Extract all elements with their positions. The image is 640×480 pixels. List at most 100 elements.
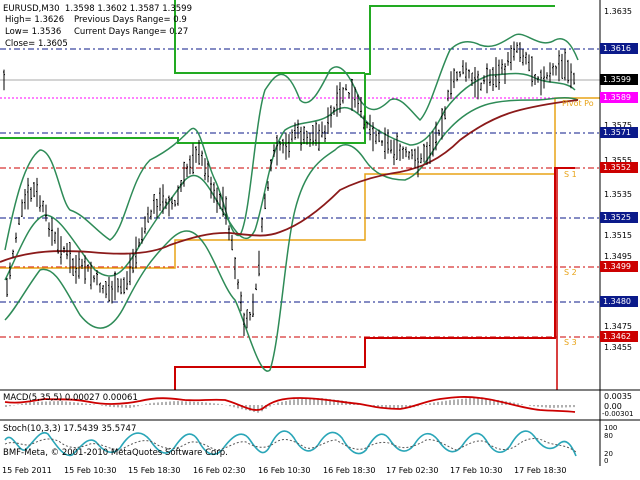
resistance-step-line [0, 5, 555, 144]
macd-histogram-bar [293, 399, 295, 405]
macd-histogram-bar [317, 398, 319, 405]
macd-histogram-bar [53, 401, 55, 405]
macd-histogram-bar [313, 398, 315, 405]
macd-histogram-bar [125, 405, 127, 408]
macd-histogram-bar [465, 398, 467, 405]
macd-histogram-bar [437, 401, 439, 405]
macd-histogram-bar [5, 405, 7, 407]
macd-histogram-bar [441, 401, 443, 405]
macd-histogram-bar [381, 405, 383, 408]
pivot-label: Pivot Po [562, 99, 594, 108]
macd-histogram-bar [221, 404, 223, 405]
macd-histogram-bar [273, 404, 275, 405]
price-tag-current: 1.3599 [600, 74, 638, 85]
macd-histogram-bar [73, 402, 75, 405]
s3-label: S 3 [564, 338, 577, 347]
macd-histogram-bar [397, 405, 399, 409]
macd-histogram-bar [533, 405, 535, 407]
macd-histogram-bar [145, 404, 147, 405]
macd-histogram-bar [497, 400, 499, 405]
macd-histogram-bar [121, 405, 123, 408]
macd-histogram-bar [289, 400, 291, 405]
copyright-label: BMF-Meta, © 2001-2010 MetaQuotes Softwar… [3, 448, 228, 458]
macd-histogram-bar [445, 400, 447, 405]
price-tag: 1.3525 [600, 212, 638, 223]
macd-histogram-bar [429, 403, 431, 405]
s1-label: S 1 [564, 170, 577, 179]
time-label: 15 Feb 2011 [2, 466, 52, 475]
macd-histogram-bar [569, 405, 571, 408]
macd-histogram-bar [377, 405, 379, 408]
price-tag: 1.3589 [600, 92, 638, 103]
macd-histogram-bar [257, 405, 259, 413]
macd-histogram-bar [573, 405, 575, 408]
time-label: 17 Feb 18:30 [514, 466, 567, 475]
macd-histogram-bar [253, 405, 255, 412]
macd-histogram-bar [545, 405, 547, 408]
stoch-tick: 0 [604, 457, 609, 465]
stoch-main-line [4, 430, 577, 457]
macd-histogram-bar [553, 405, 555, 408]
macd-histogram-bar [297, 398, 299, 405]
macd-tick: 0.0035 [604, 392, 632, 401]
macd-histogram-bar [229, 405, 231, 407]
macd-histogram-bar [393, 405, 395, 409]
macd-tick: 0.00 [604, 402, 622, 411]
macd-histogram-bar [161, 402, 163, 405]
price-tag: 1.3552 [600, 162, 638, 173]
macd-histogram-bar [309, 398, 311, 405]
macd-histogram-bar [469, 398, 471, 405]
macd-histogram-bar [425, 404, 427, 405]
price-tag: 1.3616 [600, 43, 638, 54]
macd-histogram-bar [117, 405, 119, 408]
macd-histogram-bar [201, 402, 203, 405]
macd-histogram-bar [417, 405, 419, 407]
time-label: 16 Feb 10:30 [258, 466, 311, 475]
macd-label: MACD(5,35,5) 0.00027 0.00061 [3, 393, 138, 403]
macd-histogram-bar [133, 405, 135, 408]
macd-histogram-bar [541, 405, 543, 408]
macd-histogram-bar [457, 399, 459, 405]
macd-histogram-bar [21, 403, 23, 405]
macd-histogram-bar [85, 403, 87, 405]
time-label: 17 Feb 10:30 [450, 466, 503, 475]
macd-histogram-bar [557, 405, 559, 408]
macd-signal-line [4, 396, 576, 413]
macd-histogram-bar [325, 398, 327, 405]
price-tick: 1.3535 [604, 190, 632, 199]
macd-histogram-bar [205, 402, 207, 405]
macd-histogram-bar [49, 401, 51, 405]
macd-histogram-bar [89, 403, 91, 405]
stoch-label: Stoch(10,3,3) 17.5439 35.5747 [3, 424, 137, 434]
price-tag: 1.3462 [600, 331, 638, 342]
macd-histogram-bar [461, 398, 463, 405]
bollinger-bands [4, 33, 579, 372]
macd-histogram-bar [77, 402, 79, 405]
macd-histogram-bar [173, 401, 175, 405]
header-close: Close= 1.3605 [5, 39, 68, 49]
macd-histogram-bar [233, 405, 235, 408]
header-prev-range: Previous Days Range= 0.9 [74, 15, 187, 25]
macd-histogram-bar [189, 401, 191, 405]
macd-histogram-bar [269, 405, 271, 407]
stoch-tick: 100 [604, 424, 618, 432]
stoch-signal-line [4, 438, 577, 453]
macd-histogram-bar [493, 399, 495, 405]
macd-histogram-bar [41, 401, 43, 405]
macd-histogram-bar [485, 398, 487, 405]
macd-histogram-bar [389, 405, 391, 409]
macd-histogram-bar [137, 405, 139, 407]
macd-histogram-bar [169, 401, 171, 405]
macd-histogram-bar [149, 403, 151, 405]
macd-histogram-bar [29, 402, 31, 405]
macd-histogram-bar [561, 405, 563, 408]
price-tick: 1.3555 [604, 156, 632, 165]
bollinger-lower [4, 97, 579, 372]
header-symbol: EURUSD,M30 1.3598 1.3602 1.3587 1.3599 [3, 4, 192, 14]
macd-histogram-bar [57, 401, 59, 405]
macd-histogram-bar [337, 400, 339, 405]
macd-histogram-bar [209, 402, 211, 405]
price-tick: 1.3575 [604, 121, 632, 130]
time-label: 17 Feb 02:30 [386, 466, 439, 475]
time-label: 15 Feb 10:30 [64, 466, 117, 475]
